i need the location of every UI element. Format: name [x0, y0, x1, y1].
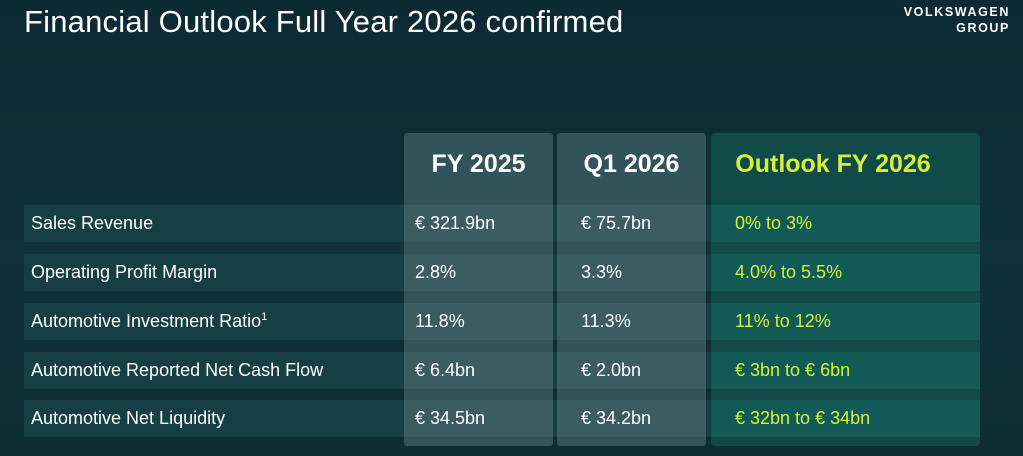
cell-highlight [404, 303, 553, 340]
column-header-outlook: Outlook FY 2026 [735, 150, 931, 178]
cell-q12026: € 2.0bn [581, 360, 642, 380]
row-label-automotive-reported-net-cash-flow: Automotive Reported Net Cash Flow [31, 360, 324, 380]
brand-line-1: VOLKSWAGEN [903, 5, 1010, 19]
cell-highlight [404, 205, 553, 242]
row-label-operating-profit-margin: Operating Profit Margin [31, 262, 218, 282]
cell-fy2025: 2.8% [415, 262, 457, 282]
footnote-marker: 1 [261, 311, 268, 323]
cell-fy2025: 11.8% [415, 311, 465, 331]
cell-outlook: € 32bn to € 34bn [735, 408, 871, 428]
column-header-q12026: Q1 2026 [583, 150, 680, 178]
cell-fy2025: € 6.4bn [415, 360, 476, 380]
cell-highlight [557, 400, 706, 437]
cell-q12026: € 75.7bn [581, 213, 652, 233]
cell-outlook: 4.0% to 5.5% [735, 262, 843, 282]
cell-highlight [557, 205, 706, 242]
cell-fy2025: € 34.5bn [415, 408, 486, 428]
cell-outlook: € 3bn to € 6bn [735, 360, 851, 380]
page-title: Financial Outlook Full Year 2026 confirm… [24, 4, 624, 39]
cell-highlight [404, 352, 553, 389]
cell-highlight [711, 400, 980, 437]
cell-highlight [557, 303, 706, 340]
cell-highlight [711, 254, 980, 291]
cell-q12026: € 34.2bn [581, 408, 652, 428]
row-label-automotive-net-liquidity: Automotive Net Liquidity [31, 408, 226, 428]
cell-highlight [711, 205, 980, 242]
brand-logo: VOLKSWAGEN GROUP [904, 4, 1010, 36]
cell-fy2025: € 321.9bn [415, 213, 496, 233]
cell-outlook: 0% to 3% [735, 213, 813, 233]
cell-q12026: 11.3% [581, 311, 631, 331]
column-header-fy2025: FY 2025 [431, 150, 526, 178]
cell-highlight [557, 254, 706, 291]
cell-q12026: 3.3% [581, 262, 623, 282]
row-label-sales-revenue: Sales Revenue [31, 213, 154, 233]
row-label-text: Automotive Investment Ratio [31, 311, 262, 331]
cell-outlook: 11% to 12% [735, 311, 831, 331]
cell-highlight [711, 303, 980, 340]
brand-line-2: GROUP [956, 21, 1010, 35]
cell-highlight [404, 254, 553, 291]
cell-highlight [557, 352, 706, 389]
cell-highlight [711, 352, 980, 389]
cell-highlight [404, 400, 553, 437]
row-label-automotive-investment-ratio: Automotive Investment Ratio1 [31, 303, 267, 340]
